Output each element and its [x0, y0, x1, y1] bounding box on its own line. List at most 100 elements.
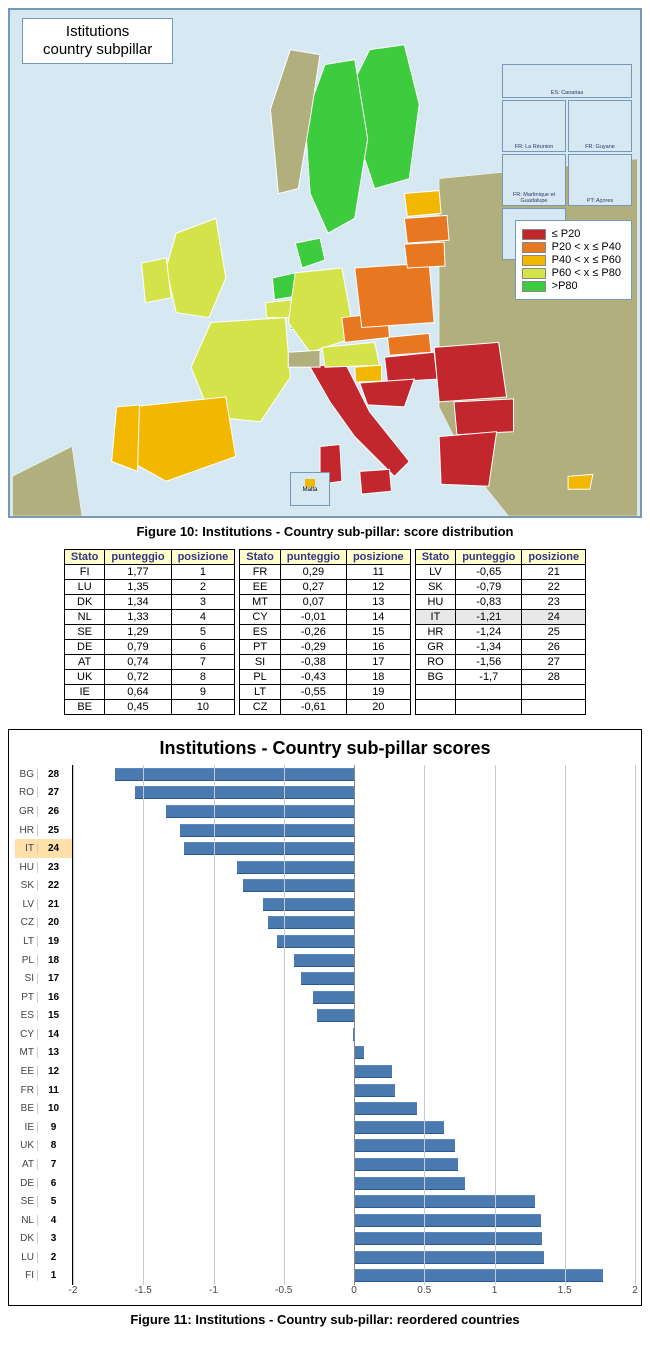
country-PL [355, 263, 434, 327]
cell-rank: 17 [346, 655, 410, 670]
cell-rank: 6 [171, 640, 235, 655]
chart-country-code: UK [15, 1140, 37, 1151]
country-IE [141, 258, 171, 303]
cell-rank: 23 [522, 595, 586, 610]
gridline [143, 765, 144, 1285]
x-tick-label: -1.5 [135, 1285, 152, 1296]
country-GR [439, 432, 497, 487]
cell-rank [522, 685, 586, 700]
cell-code: IE [64, 685, 105, 700]
cell-code: LV [415, 565, 456, 580]
cell-score: -1,56 [456, 655, 522, 670]
cell-score: -0,65 [456, 565, 522, 580]
cell-rank: 18 [346, 670, 410, 685]
chart-country-code: HR [15, 825, 37, 836]
table-row: DK1,343 [64, 595, 234, 610]
th-punteggio: punteggio [280, 550, 346, 565]
malta-inset: Malta [290, 472, 330, 506]
chart-row-label: PT16 [15, 988, 72, 1007]
chart-country-code: DE [15, 1178, 37, 1189]
legend-label: P60 < x ≤ P80 [552, 267, 621, 279]
cell-rank: 22 [522, 580, 586, 595]
cell-rank: 11 [346, 565, 410, 580]
cell-code: RO [415, 655, 456, 670]
cell-rank: 8 [171, 670, 235, 685]
country-PT [112, 405, 140, 471]
th-posizione: posizione [171, 550, 235, 565]
chart-country-code: EE [15, 1066, 37, 1077]
map-inset: FR: La Réunion [502, 100, 566, 152]
cell-rank: 14 [346, 610, 410, 625]
chart-row-label: RO27 [15, 784, 72, 803]
cell-code: PL [240, 670, 281, 685]
cell-score: -0,79 [456, 580, 522, 595]
chart-rank: 25 [37, 825, 69, 836]
bar-chart: Institutions - Country sub-pillar scores… [8, 729, 642, 1306]
cell-code: CY [240, 610, 281, 625]
x-tick-label: -2 [69, 1285, 78, 1296]
chart-country-code: BE [15, 1103, 37, 1114]
map-title: Istitutions country subpillar [22, 18, 173, 64]
chart-rank: 3 [37, 1233, 69, 1244]
cell-score: -0,29 [280, 640, 346, 655]
chart-row-label: BG28 [15, 765, 72, 784]
cell-score [456, 685, 522, 700]
cell-code [415, 700, 456, 715]
gridline [635, 765, 636, 1285]
legend-swatch [522, 281, 546, 292]
chart-row-label: MT13 [15, 1044, 72, 1063]
chart-row-label: DE6 [15, 1174, 72, 1193]
bar [268, 916, 354, 929]
chart-rank: 24 [37, 843, 69, 854]
table-row: IT-1,2124 [415, 610, 585, 625]
map-inset: FR: Guyane [568, 100, 632, 152]
table-row: LT-0,5519 [240, 685, 410, 700]
cell-code: SE [64, 625, 105, 640]
cell-score: 0,64 [105, 685, 171, 700]
cell-rank: 4 [171, 610, 235, 625]
chart-rank: 28 [37, 769, 69, 780]
chart-country-code: DK [15, 1233, 37, 1244]
country-LT [404, 242, 445, 268]
chart-y-labels: BG28RO27GR26HR25IT24HU23SK22LV21CZ20LT19… [15, 765, 73, 1285]
chart-country-code: HU [15, 862, 37, 873]
chart-country-code: SK [15, 880, 37, 891]
chart-country-code: CZ [15, 917, 37, 928]
map-title-line2: country subpillar [43, 41, 152, 58]
cell-code: MT [240, 595, 281, 610]
legend-swatch [522, 242, 546, 253]
legend-row: ≤ P20 [522, 228, 621, 240]
chart-title: Institutions - Country sub-pillar scores [15, 738, 635, 759]
chart-row-label: GR26 [15, 802, 72, 821]
bar [354, 1251, 544, 1264]
chart-row-label: HU23 [15, 858, 72, 877]
table-row [415, 700, 585, 715]
cell-code: PT [240, 640, 281, 655]
table-row: SI-0,3817 [240, 655, 410, 670]
cell-code: ES [240, 625, 281, 640]
bar [263, 898, 354, 911]
cell-score: -0,83 [456, 595, 522, 610]
chart-rank: 13 [37, 1047, 69, 1058]
country-SK [388, 333, 432, 355]
chart-row-label: LV21 [15, 895, 72, 914]
chart-country-code: GR [15, 806, 37, 817]
bar [317, 1009, 354, 1022]
table-row: DE0,796 [64, 640, 234, 655]
cell-code: BE [64, 700, 105, 715]
figure-11-caption: Figure 11: Institutions - Country sub-pi… [8, 1312, 642, 1327]
table-row: SK-0,7922 [415, 580, 585, 595]
country-HR [360, 379, 415, 407]
cell-score: 1,77 [105, 565, 171, 580]
legend-row: >P80 [522, 280, 621, 292]
map-inset: PT: Açores [568, 154, 632, 206]
table-row: RO-1,5627 [415, 655, 585, 670]
x-tick-label: 2 [632, 1285, 638, 1296]
cell-rank: 24 [522, 610, 586, 625]
scores-subtable: StatopunteggioposizioneLV-0,6521SK-0,792… [415, 549, 586, 715]
bar [277, 935, 354, 948]
country-IT [360, 469, 392, 494]
chart-row-label: DK3 [15, 1229, 72, 1248]
bar [301, 972, 354, 985]
chart-rank: 22 [37, 880, 69, 891]
